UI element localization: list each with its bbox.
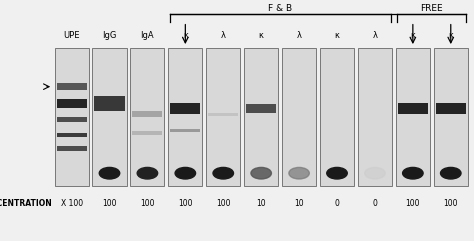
Text: κ: κ xyxy=(183,32,188,40)
Bar xyxy=(208,113,238,116)
Text: F & B: F & B xyxy=(268,4,292,13)
Bar xyxy=(244,48,278,186)
Ellipse shape xyxy=(402,167,423,179)
Bar xyxy=(56,83,87,90)
Text: UPE: UPE xyxy=(64,32,80,40)
Bar xyxy=(130,48,164,186)
Bar xyxy=(56,133,87,137)
Text: IgG: IgG xyxy=(102,32,117,40)
Text: FREE: FREE xyxy=(420,4,443,13)
Ellipse shape xyxy=(137,167,158,179)
Bar xyxy=(94,96,125,111)
Bar xyxy=(92,48,127,186)
Bar xyxy=(55,48,89,186)
Text: κ: κ xyxy=(335,32,339,40)
Bar xyxy=(398,103,428,114)
Ellipse shape xyxy=(365,167,385,179)
Bar xyxy=(132,111,163,117)
Bar xyxy=(56,99,87,108)
Ellipse shape xyxy=(327,167,347,179)
Text: CONCENTRATION: CONCENTRATION xyxy=(0,199,52,208)
Ellipse shape xyxy=(251,167,272,179)
Text: X 100: X 100 xyxy=(61,199,82,208)
Bar xyxy=(434,48,468,186)
Text: κ: κ xyxy=(259,32,264,40)
Text: 0: 0 xyxy=(373,199,377,208)
Bar xyxy=(56,117,87,122)
Text: λ: λ xyxy=(297,32,301,40)
Bar xyxy=(436,103,466,114)
Text: 100: 100 xyxy=(140,199,155,208)
Text: IgA: IgA xyxy=(141,32,154,40)
Text: λ: λ xyxy=(221,32,226,40)
Ellipse shape xyxy=(289,167,310,179)
Bar xyxy=(246,104,276,113)
Text: 100: 100 xyxy=(178,199,192,208)
Text: 100: 100 xyxy=(406,199,420,208)
Bar xyxy=(56,146,87,151)
Text: κ: κ xyxy=(410,32,415,40)
Text: λ: λ xyxy=(373,32,377,40)
Bar xyxy=(358,48,392,186)
Bar xyxy=(282,48,316,186)
Bar xyxy=(396,48,430,186)
Text: 10: 10 xyxy=(256,199,266,208)
Text: 10: 10 xyxy=(294,199,304,208)
Bar xyxy=(206,48,240,186)
Ellipse shape xyxy=(440,167,461,179)
Text: 100: 100 xyxy=(444,199,458,208)
Bar xyxy=(132,131,163,135)
Ellipse shape xyxy=(99,167,120,179)
Bar xyxy=(320,48,354,186)
Text: 100: 100 xyxy=(102,199,117,208)
Text: κ: κ xyxy=(448,32,453,40)
Ellipse shape xyxy=(213,167,234,179)
Bar xyxy=(170,103,201,114)
Text: 0: 0 xyxy=(335,199,339,208)
Text: 100: 100 xyxy=(216,199,230,208)
Bar xyxy=(168,48,202,186)
Ellipse shape xyxy=(175,167,196,179)
Bar xyxy=(170,129,201,132)
